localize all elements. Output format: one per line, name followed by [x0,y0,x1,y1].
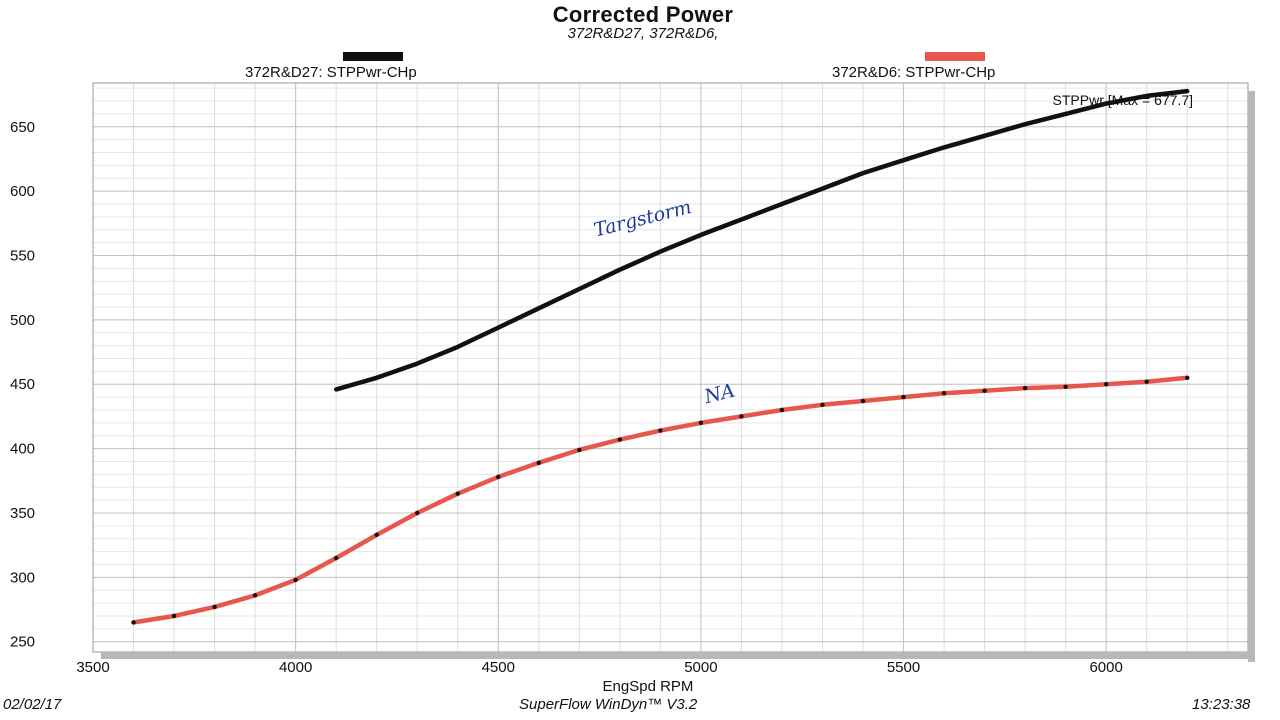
x-tick-label: 4500 [482,659,515,676]
x-axis-label: EngSpd RPM [603,678,694,695]
data-point [577,447,582,453]
data-point [901,394,906,400]
data-point [455,491,460,496]
data-point [1063,384,1068,390]
x-tick-label: 6000 [1089,659,1122,676]
data-point [374,532,379,538]
legend-swatch-series-2 [925,52,985,61]
y-tick-label: 400 [10,441,35,458]
data-point [779,407,785,413]
data-point [1144,379,1149,384]
data-point [496,474,501,480]
data-point [212,604,217,610]
y-tick-label: 600 [10,183,35,200]
x-axis: 3500 4000 4500 5000 5500 6000 [76,659,1123,676]
data-point [820,402,825,408]
y-tick-label: 650 [10,119,35,136]
legend-label-series-2: 372R&D6: STPPwr-CHp [832,64,996,81]
y-axis: 250 300 350 400 450 500 550 600 650 [10,119,35,651]
data-point [293,577,298,583]
footer-date: 02/02/17 [3,696,62,713]
plot-shadow [101,652,1255,659]
data-point [1185,375,1190,380]
y-tick-label: 350 [10,505,35,522]
series-line-1 [333,88,1190,392]
data-point [860,398,866,404]
y-tick-label: 450 [10,376,35,393]
chart-subtitle: 372R&D27, 372R&D6, [567,25,719,42]
grid-minor [92,83,1248,652]
x-tick-label: 4000 [279,659,312,676]
y-tick-label: 550 [10,248,35,265]
legend-label-series-1: 372R&D27: STPPwr-CHp [245,64,417,81]
plot-shadow [1248,91,1255,662]
grid-major [92,83,1248,652]
legend-swatch-series-1 [343,52,403,61]
data-point [698,420,704,426]
data-point [171,613,177,619]
data-point [941,391,947,396]
annotation-label: Targstorm [592,196,694,241]
y-tick-label: 500 [10,312,35,329]
footer-time: 13:23:38 [1192,696,1251,713]
plot-frame [92,82,1249,653]
x-tick-label: 3500 [76,659,109,676]
footer-software: SuperFlow WinDyn™ V3.2 [519,696,698,713]
max-label: STPPwr [Max = 677.7] [1053,92,1193,108]
x-tick-label: 5500 [887,659,920,676]
series-layer [131,88,1190,625]
data-point [739,414,744,419]
data-point [252,593,258,598]
data-point [617,437,623,442]
data-point [1103,382,1109,387]
x-tick-label: 5000 [684,659,717,676]
data-point [131,620,136,625]
y-tick-label: 300 [10,569,35,586]
data-point [658,428,663,433]
data-point [415,510,420,516]
data-point [982,388,987,393]
data-point [536,460,541,465]
data-point [1022,385,1028,391]
y-tick-label: 250 [10,634,35,651]
chart-title: Corrected Power [552,2,734,27]
data-point [333,555,339,561]
